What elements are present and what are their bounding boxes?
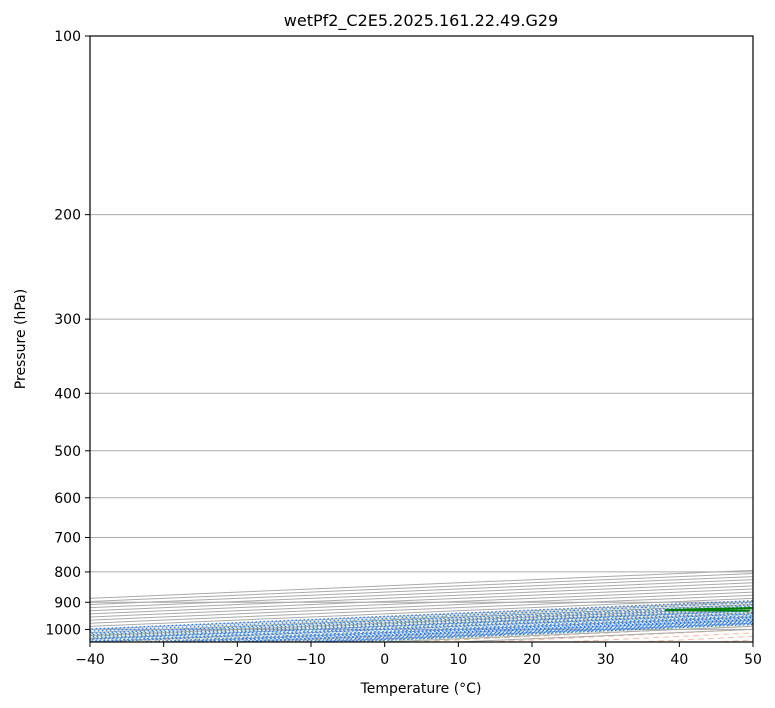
x-tick-label: −40 [75, 652, 105, 668]
plot-area [90, 36, 753, 642]
y-axis-ticks: 100 200 300 400 500 600 700 800 900 1000 [45, 29, 90, 638]
mixing-ratio-line [169, 616, 753, 642]
y-tick-label: 300 [54, 312, 81, 328]
y-tick-label: 800 [54, 565, 81, 581]
mixing-ratio-line [194, 617, 753, 642]
chart-title: wetPf2_C2E5.2025.161.22.49.G29 [284, 11, 558, 31]
y-tick-label: 700 [54, 531, 81, 547]
x-tick-label: 20 [523, 652, 541, 668]
x-tick-label: 30 [597, 652, 615, 668]
y-tick-label: 200 [54, 208, 81, 224]
y-tick-label: 1000 [45, 622, 81, 638]
y-tick-label: 500 [54, 444, 81, 460]
x-tick-label: −10 [296, 652, 326, 668]
x-axis-label: Temperature (°C) [360, 681, 482, 697]
mixing-ratio-line [90, 600, 753, 630]
y-tick-label: 600 [54, 491, 81, 507]
plot-frame [89, 35, 754, 643]
mixing-ratio-line [96, 613, 753, 642]
y-tick-label: 100 [54, 29, 81, 45]
x-tick-label: −20 [223, 652, 253, 668]
y-axis-label: Pressure (hPa) [13, 289, 29, 389]
y-tick-label: 400 [54, 386, 81, 402]
x-tick-label: 40 [670, 652, 688, 668]
x-axis-ticks: −40 −30 −20 −10 0 10 20 30 40 50 [75, 642, 762, 668]
mixing-ratio-line [138, 615, 753, 642]
mixing-ratio-line [90, 611, 753, 642]
x-tick-label: 50 [744, 652, 762, 668]
x-tick-label: 0 [380, 652, 389, 668]
x-tick-label: 10 [449, 652, 467, 668]
y-tick-label: 900 [54, 595, 81, 611]
x-tick-label: −30 [149, 652, 179, 668]
